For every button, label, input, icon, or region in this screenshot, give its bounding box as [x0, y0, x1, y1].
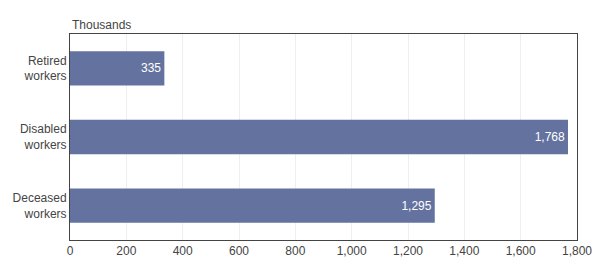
svg-text:335: 335	[141, 61, 161, 75]
svg-text:Thousands: Thousands	[72, 18, 131, 32]
svg-text:1,295: 1,295	[401, 199, 431, 213]
svg-text:1,800: 1,800	[562, 244, 592, 258]
svg-text:1,400: 1,400	[449, 244, 479, 258]
svg-text:200: 200	[116, 244, 136, 258]
svg-text:800: 800	[285, 244, 305, 258]
svg-text:Deceasedworkers: Deceasedworkers	[13, 191, 67, 221]
svg-text:400: 400	[173, 244, 193, 258]
svg-text:1,200: 1,200	[393, 244, 423, 258]
svg-text:1,600: 1,600	[506, 244, 536, 258]
svg-text:0: 0	[67, 244, 74, 258]
svg-text:Retiredworkers: Retiredworkers	[24, 54, 67, 84]
svg-text:600: 600	[229, 244, 249, 258]
svg-text:Disabledworkers: Disabledworkers	[20, 122, 67, 152]
svg-text:1,000: 1,000	[337, 244, 367, 258]
svg-text:1,768: 1,768	[535, 130, 565, 144]
